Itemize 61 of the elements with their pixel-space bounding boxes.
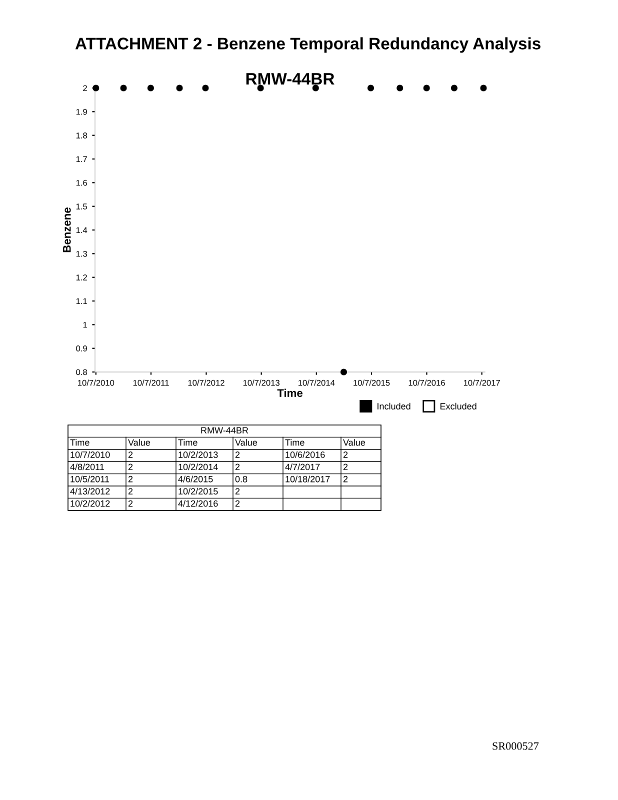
y-tick-label: 1.3 [76, 250, 87, 257]
y-tick-label: 1.5 [76, 204, 88, 210]
y-tick-label: 1.1 [76, 298, 87, 304]
text: 10/6/2016 [286, 451, 325, 458]
text: 10/5/2011 [70, 476, 110, 482]
text: Value [343, 439, 366, 446]
text: SR000527 [492, 742, 539, 750]
text: 10/18/2017 [286, 476, 330, 482]
text: 2 [128, 464, 133, 470]
y-tick-label: 1.2 [76, 274, 87, 280]
text: 2 [235, 500, 240, 507]
text: 2 [235, 488, 240, 494]
legend-label: Included [378, 402, 410, 410]
y-tick-label: 1 [83, 322, 87, 328]
y-axis-title: Benzene [63, 208, 71, 252]
y-tick-label: 0.9 [76, 346, 87, 352]
text: 10/2/2013 [178, 451, 218, 458]
text: 10/7/2010 [70, 451, 110, 458]
text: Value [235, 439, 258, 446]
y-tick-label: 2 [83, 85, 87, 92]
chart-title: ATTACHMENT 2 - Benzene Temporal Redundancy Analysis [75, 37, 540, 53]
text: 4/7/2017 [285, 463, 320, 470]
text: 2 [343, 452, 348, 458]
x-tick-label: 10/7/2013 [243, 380, 280, 386]
chart-subtitle: RMW-44BR [246, 73, 334, 85]
text: 2 [128, 452, 133, 458]
x-tick-label: 10/7/2016 [408, 380, 445, 386]
text: 2 [128, 488, 133, 494]
text: 10/2/2012 [70, 500, 110, 507]
x-tick-label: 10/7/2011 [133, 380, 169, 386]
text: 4/6/2015 [178, 476, 213, 482]
text: 2 [343, 476, 348, 482]
legend-label: Excluded [440, 402, 476, 410]
x-tick-label: 10/7/2015 [354, 380, 390, 386]
text: 2 [235, 464, 240, 470]
text: 10/2/2015 [178, 488, 218, 495]
text: Time [285, 439, 304, 446]
y-tick-label: 1.4 [76, 227, 88, 234]
x-tick-label: 10/7/2014 [298, 380, 335, 386]
x-axis-title: Time [277, 388, 302, 397]
text: 2 [235, 452, 240, 458]
y-tick-label: 1.9 [76, 108, 87, 115]
y-tick-label: 1.7 [76, 156, 87, 162]
text: 4/8/2011 [70, 463, 104, 470]
text: RMW-44BR [201, 427, 248, 434]
text: 2 [128, 500, 133, 507]
x-tick-label: 10/7/2017 [464, 380, 500, 386]
y-tick-label: 1.8 [76, 132, 87, 138]
text: 10/2/2014 [178, 463, 218, 470]
text: Value [128, 439, 150, 446]
x-tick-label: 10/7/2012 [188, 380, 224, 386]
text: 4/13/2012 [70, 488, 110, 495]
y-tick-label: 0.8 [76, 369, 87, 376]
x-tick-label: 10/7/2010 [78, 380, 114, 386]
text: Time [70, 439, 90, 446]
text: 0.8 [235, 476, 248, 482]
text: 2 [128, 476, 133, 482]
text: 2 [343, 464, 348, 470]
y-tick-label: 1.6 [76, 180, 87, 186]
text: Time [178, 439, 198, 446]
text: 4/12/2016 [178, 500, 218, 507]
